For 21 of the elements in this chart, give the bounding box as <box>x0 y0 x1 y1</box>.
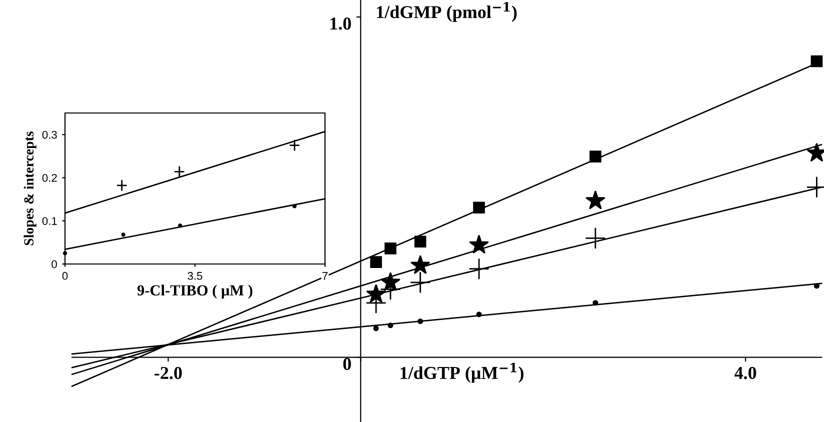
point <box>62 251 68 256</box>
x-tick-label: 0 <box>62 272 68 280</box>
y-axis-title: 1/dGMP (pmol$^{−1}$) <box>377 2 517 22</box>
y-tick-label: 1.0 <box>330 18 351 30</box>
y-tick-label: 0.3 <box>42 130 57 139</box>
x-axis-title: 9-Cl-TIBO ( μM ) <box>137 284 252 299</box>
point <box>292 204 297 208</box>
x-tick-label: 3.5 <box>188 272 202 280</box>
y-tick-label: 0.2 <box>42 174 57 182</box>
y-tick-label: 0.1 <box>42 217 57 225</box>
y-tick-label: 0 <box>52 260 57 268</box>
point <box>121 232 126 237</box>
x-tick-label: 7 <box>322 272 328 280</box>
point <box>116 180 128 192</box>
point <box>288 140 300 151</box>
point <box>178 224 182 228</box>
point <box>174 166 185 178</box>
x-tick-label: 4.0 <box>734 366 756 380</box>
x-tick-label: -2.0 <box>154 366 182 380</box>
y-axis-title: Slopes & intercepts <box>24 131 36 246</box>
x-axis-title: 1/dGTP (μM$^{−1}$) <box>400 362 524 383</box>
